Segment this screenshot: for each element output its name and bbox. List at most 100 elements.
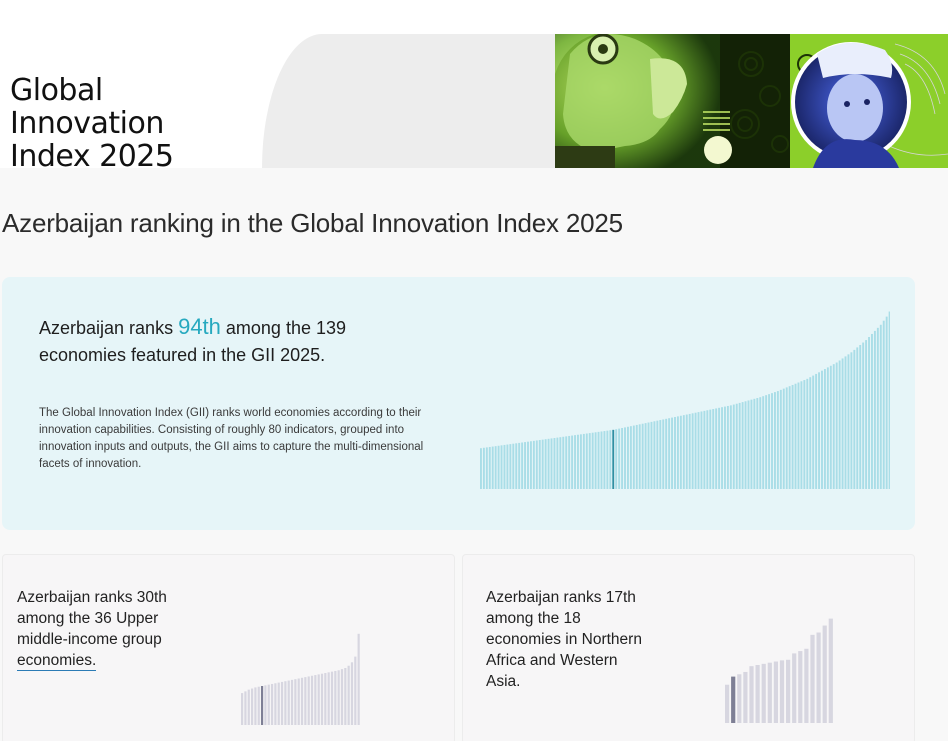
region-text: Azerbaijan ranks 17th among the 18 econo…	[486, 589, 642, 690]
chart-bar	[541, 439, 544, 489]
chart-bar	[724, 406, 726, 489]
chart-bar	[624, 427, 626, 489]
chart-bar	[818, 372, 820, 489]
chart-bar	[767, 662, 772, 723]
chart-bar	[538, 440, 541, 489]
chart-bar	[773, 661, 778, 723]
chart-bar	[732, 404, 735, 489]
chart-bar	[809, 377, 812, 489]
chart-bar	[888, 311, 890, 489]
chart-bar	[865, 340, 868, 489]
chart-bar	[798, 651, 803, 723]
chart-bar	[828, 618, 833, 723]
chart-bar	[632, 425, 635, 489]
chart-bar	[885, 316, 888, 489]
chart-bar	[850, 352, 853, 489]
chart-bar	[497, 445, 500, 489]
chart-bar	[284, 681, 287, 725]
chart-bar	[721, 407, 723, 489]
chart-bar	[618, 428, 621, 489]
chart-bar	[491, 446, 494, 489]
overall-ranking-card: Azerbaijan ranks 94th among the 139 econ…	[2, 277, 915, 530]
chart-bar	[747, 400, 750, 489]
chart-bar	[503, 444, 506, 489]
chart-bar	[785, 387, 788, 489]
chart-bar	[762, 396, 765, 489]
chart-bar	[662, 419, 665, 489]
chart-bar	[718, 407, 721, 489]
chart-bar	[250, 688, 254, 725]
chart-bar	[509, 444, 512, 489]
chart-bar	[317, 674, 320, 725]
chart-bar	[835, 362, 838, 489]
chart-bar	[629, 426, 632, 489]
chart-bar	[668, 418, 671, 489]
chart-bar	[815, 373, 818, 489]
chart-bar	[304, 677, 307, 725]
chart-bar	[859, 344, 862, 489]
chart-bar	[515, 443, 518, 489]
chart-bar	[812, 375, 815, 489]
chart-bar	[294, 679, 297, 725]
chart-bar	[529, 441, 532, 489]
chart-bar	[738, 402, 741, 489]
chart-bar	[791, 384, 794, 489]
chart-bar	[816, 632, 821, 723]
chart-bar	[518, 442, 521, 489]
chart-bar	[792, 653, 797, 723]
chart-bar	[274, 683, 277, 725]
chart-bar	[527, 441, 529, 489]
chart-bar	[488, 446, 491, 489]
chart-bar	[765, 395, 768, 489]
chart-bar	[821, 370, 823, 489]
chart-bar	[826, 367, 829, 489]
chart-bar	[691, 413, 694, 489]
chart-bar	[725, 684, 730, 723]
chart-bar	[682, 415, 685, 489]
chart-bar	[744, 401, 747, 489]
chart-bar	[337, 670, 340, 725]
chart-bar	[324, 673, 327, 725]
chart-bar	[656, 420, 659, 489]
chart-bar	[871, 333, 873, 489]
chart-bar	[779, 389, 782, 489]
chart-bar	[741, 402, 744, 489]
chart-bar	[743, 671, 748, 723]
chart-bar	[588, 433, 591, 489]
chart-bar	[676, 416, 679, 489]
chart-bar	[535, 440, 538, 489]
chart-bar	[494, 446, 497, 489]
chart-bar	[810, 634, 815, 723]
chart-bar	[247, 689, 250, 725]
chart-bar	[597, 431, 600, 489]
hero-title: Global Innovation Index 2025	[10, 74, 174, 168]
chart-bar	[277, 682, 280, 725]
chart-bar	[585, 433, 588, 489]
chart-bar	[638, 424, 641, 489]
chart-bar	[350, 662, 354, 725]
chart-bar	[547, 438, 550, 489]
chart-bar	[603, 431, 606, 489]
chart-bar	[779, 660, 785, 723]
chart-bar	[314, 675, 317, 725]
chart-bar	[310, 675, 314, 725]
chart-bar	[577, 434, 579, 489]
chart-bar	[257, 686, 260, 725]
chart-bar	[347, 665, 350, 725]
chart-bar	[768, 394, 771, 489]
chart-bar	[621, 428, 624, 489]
chart-bar	[665, 418, 668, 489]
chart-bar	[755, 665, 760, 723]
chart-bar	[761, 663, 766, 723]
chart-bar	[287, 680, 290, 725]
chart-bar	[862, 342, 865, 489]
hero-title-line: Innovation	[10, 106, 164, 141]
headline-suffix: among the 139 economies featured in the …	[39, 318, 347, 365]
chart-bar	[838, 360, 841, 489]
headline-prefix: Azerbaijan ranks	[39, 318, 179, 338]
chart-bar	[532, 440, 535, 489]
economies-link[interactable]: economies.	[17, 652, 97, 671]
chart-bar	[556, 437, 559, 489]
chart-bar	[794, 383, 797, 489]
chart-bar	[749, 666, 754, 723]
